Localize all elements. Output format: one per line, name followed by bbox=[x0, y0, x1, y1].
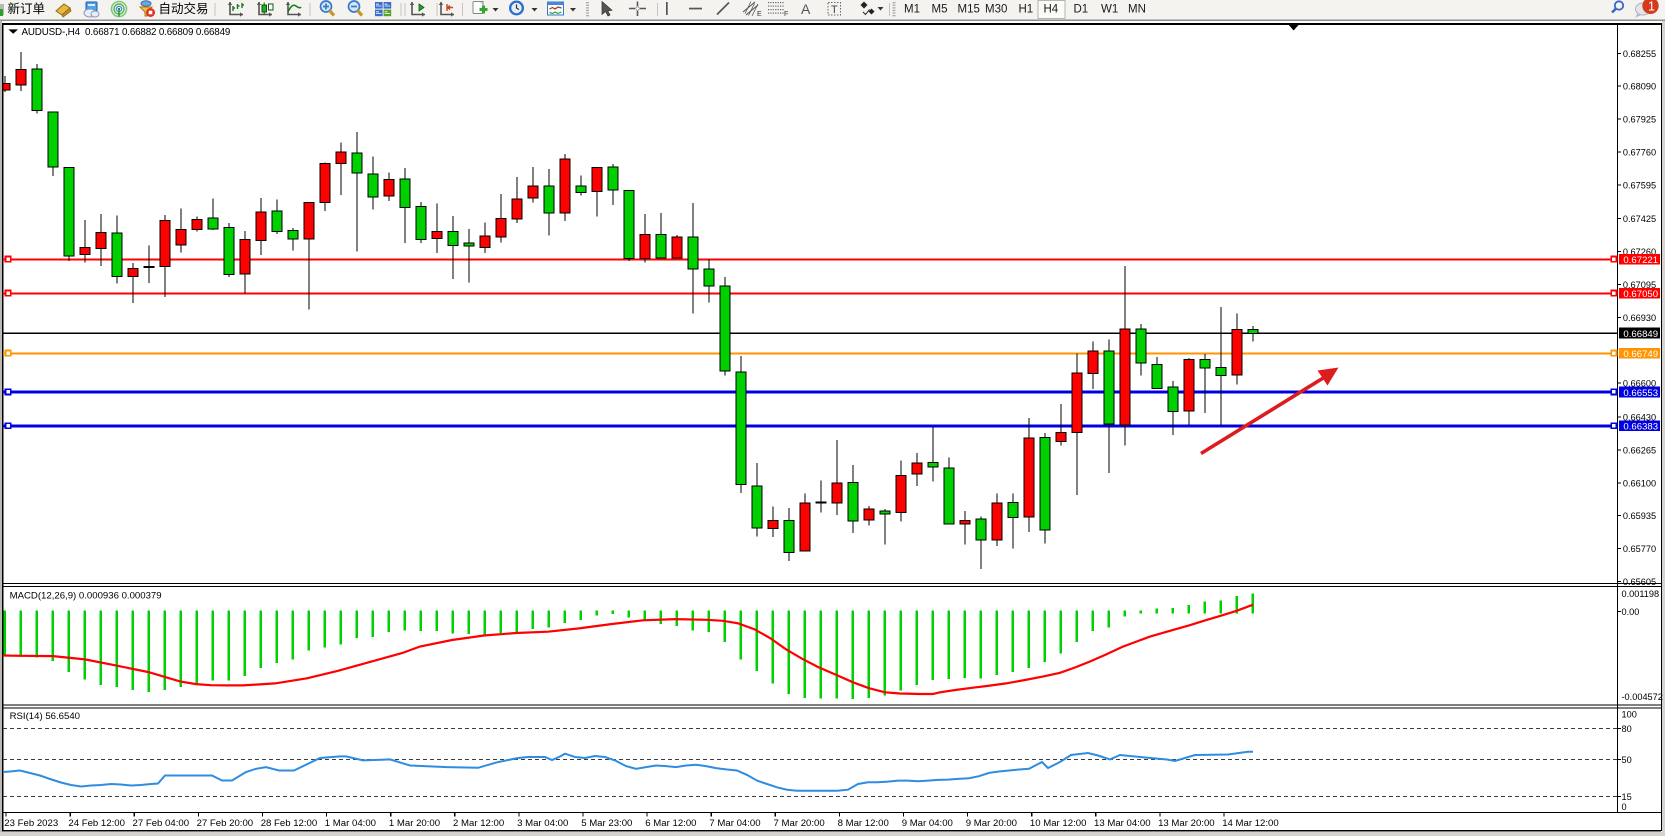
svg-text:1 Mar 04:00: 1 Mar 04:00 bbox=[325, 818, 376, 829]
svg-text:F: F bbox=[784, 11, 788, 18]
svg-text:MN: MN bbox=[1128, 4, 1146, 16]
svg-text:10 Mar 12:00: 10 Mar 12:00 bbox=[1030, 818, 1087, 829]
svg-text:6 Mar 12:00: 6 Mar 12:00 bbox=[645, 818, 696, 829]
svg-text:0.66553: 0.66553 bbox=[1623, 388, 1658, 399]
svg-text:M1: M1 bbox=[904, 4, 920, 16]
svg-text:0.67260: 0.67260 bbox=[1623, 247, 1656, 257]
svg-text:0.68090: 0.68090 bbox=[1623, 82, 1656, 92]
svg-text:0.67095: 0.67095 bbox=[1623, 280, 1656, 290]
svg-text:0.68255: 0.68255 bbox=[1623, 49, 1656, 59]
svg-text:0.66930: 0.66930 bbox=[1623, 313, 1656, 323]
svg-text:H1: H1 bbox=[1019, 4, 1034, 16]
svg-text:0.67425: 0.67425 bbox=[1623, 214, 1656, 224]
svg-text:0: 0 bbox=[1622, 802, 1627, 812]
svg-text:23 Feb 2023: 23 Feb 2023 bbox=[4, 818, 58, 829]
svg-text:E: E bbox=[757, 11, 762, 18]
svg-text:0.67595: 0.67595 bbox=[1623, 180, 1656, 190]
svg-text:0.66600: 0.66600 bbox=[1623, 379, 1656, 389]
svg-text:28 Feb 12:00: 28 Feb 12:00 bbox=[261, 818, 318, 829]
svg-text:H4: H4 bbox=[1044, 4, 1059, 16]
svg-text:13 Mar 04:00: 13 Mar 04:00 bbox=[1094, 818, 1151, 829]
svg-text:3 Mar 04:00: 3 Mar 04:00 bbox=[517, 818, 568, 829]
svg-text:A: A bbox=[801, 1, 811, 17]
svg-text:0.67925: 0.67925 bbox=[1623, 115, 1656, 125]
svg-text:新订单: 新订单 bbox=[8, 1, 46, 16]
svg-text:0.65605: 0.65605 bbox=[1623, 577, 1656, 587]
svg-text:0.66383: 0.66383 bbox=[1623, 422, 1658, 433]
svg-text:1: 1 bbox=[1648, 0, 1655, 13]
svg-text:14 Mar 12:00: 14 Mar 12:00 bbox=[1222, 818, 1279, 829]
svg-text:自动交易: 自动交易 bbox=[159, 1, 209, 16]
svg-text:0.66849: 0.66849 bbox=[1623, 329, 1658, 340]
svg-text:0.66100: 0.66100 bbox=[1623, 478, 1656, 488]
svg-text:50: 50 bbox=[1622, 755, 1632, 765]
svg-text:M15: M15 bbox=[958, 4, 980, 16]
svg-text:T: T bbox=[831, 4, 838, 16]
svg-text:7 Mar 20:00: 7 Mar 20:00 bbox=[774, 818, 825, 829]
svg-text:27 Feb 20:00: 27 Feb 20:00 bbox=[197, 818, 254, 829]
svg-text:0.65935: 0.65935 bbox=[1623, 511, 1656, 521]
svg-text:8 Mar 12:00: 8 Mar 12:00 bbox=[838, 818, 889, 829]
svg-text:0.66749: 0.66749 bbox=[1623, 349, 1658, 360]
svg-text:0.66430: 0.66430 bbox=[1623, 413, 1656, 423]
svg-text:0.00: 0.00 bbox=[1622, 607, 1640, 617]
svg-text:24 Feb 12:00: 24 Feb 12:00 bbox=[68, 818, 125, 829]
svg-text:9 Mar 20:00: 9 Mar 20:00 bbox=[966, 818, 1017, 829]
svg-text:RSI(14) 56.6540: RSI(14) 56.6540 bbox=[10, 711, 80, 722]
svg-text:100: 100 bbox=[1622, 710, 1637, 720]
svg-text:M5: M5 bbox=[932, 4, 948, 16]
svg-text:2 Mar 12:00: 2 Mar 12:00 bbox=[453, 818, 504, 829]
svg-text:AUDUSD-,H4 0.66871 0.66882 0.: AUDUSD-,H4 0.66871 0.66882 0.66809 0.668… bbox=[22, 27, 231, 38]
svg-text:0.65770: 0.65770 bbox=[1623, 544, 1656, 554]
svg-text:1 Mar 20:00: 1 Mar 20:00 bbox=[389, 818, 440, 829]
svg-text:13 Mar 20:00: 13 Mar 20:00 bbox=[1158, 818, 1215, 829]
svg-text:M30: M30 bbox=[985, 4, 1007, 16]
svg-text:0.001198: 0.001198 bbox=[1622, 589, 1660, 599]
svg-text:-0.004572: -0.004572 bbox=[1622, 692, 1663, 702]
svg-text:27 Feb 04:00: 27 Feb 04:00 bbox=[133, 818, 190, 829]
svg-text:7 Mar 04:00: 7 Mar 04:00 bbox=[709, 818, 760, 829]
svg-text:9 Mar 04:00: 9 Mar 04:00 bbox=[902, 818, 953, 829]
svg-text:0.67221: 0.67221 bbox=[1623, 255, 1658, 266]
svg-text:15: 15 bbox=[1622, 792, 1632, 802]
svg-text:D1: D1 bbox=[1074, 4, 1089, 16]
svg-text:W1: W1 bbox=[1101, 4, 1118, 16]
svg-text:0.67050: 0.67050 bbox=[1623, 289, 1658, 300]
svg-text:80: 80 bbox=[1622, 724, 1632, 734]
svg-text:MACD(12,26,9) 0.000936 0.00037: MACD(12,26,9) 0.000936 0.000379 bbox=[10, 591, 162, 602]
svg-text:0.66265: 0.66265 bbox=[1623, 445, 1656, 455]
svg-text:5 Mar 23:00: 5 Mar 23:00 bbox=[581, 818, 632, 829]
svg-text:0.67760: 0.67760 bbox=[1623, 148, 1656, 158]
